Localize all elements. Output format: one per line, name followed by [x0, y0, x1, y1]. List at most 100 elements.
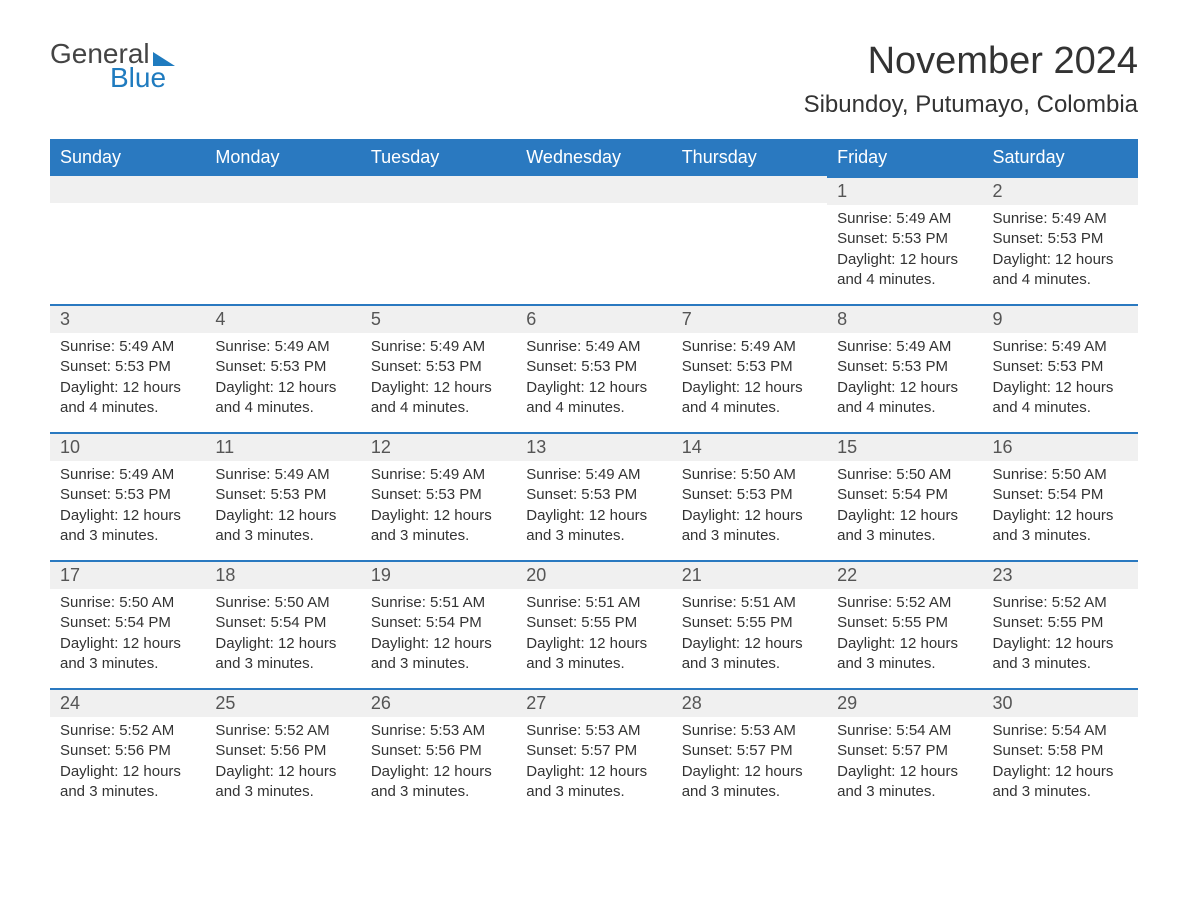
sunset-text: Sunset: 5:54 PM: [993, 485, 1128, 505]
title-block: November 2024 Sibundoy, Putumayo, Colomb…: [804, 40, 1138, 119]
day-number-empty: [205, 176, 360, 203]
daylight-text: Daylight: 12 hours and 4 minutes.: [837, 378, 972, 419]
day-number: 16: [983, 432, 1138, 461]
daylight-text: Daylight: 12 hours and 3 minutes.: [682, 634, 817, 675]
calendar-cell: 3Sunrise: 5:49 AMSunset: 5:53 PMDaylight…: [50, 304, 205, 432]
day-number: 6: [516, 304, 671, 333]
col-tuesday: Tuesday: [361, 139, 516, 176]
col-thursday: Thursday: [672, 139, 827, 176]
sunset-text: Sunset: 5:53 PM: [215, 357, 350, 377]
sunset-text: Sunset: 5:53 PM: [837, 357, 972, 377]
daylight-text: Daylight: 12 hours and 3 minutes.: [215, 634, 350, 675]
sunrise-text: Sunrise: 5:49 AM: [993, 337, 1128, 357]
daylight-text: Daylight: 12 hours and 3 minutes.: [215, 762, 350, 803]
daylight-text: Daylight: 12 hours and 3 minutes.: [682, 506, 817, 547]
location: Sibundoy, Putumayo, Colombia: [804, 91, 1138, 119]
calendar-cell: 5Sunrise: 5:49 AMSunset: 5:53 PMDaylight…: [361, 304, 516, 432]
day-details: Sunrise: 5:49 AMSunset: 5:53 PMDaylight:…: [827, 333, 982, 426]
day-details: Sunrise: 5:53 AMSunset: 5:57 PMDaylight:…: [672, 717, 827, 810]
calendar-week: 17Sunrise: 5:50 AMSunset: 5:54 PMDayligh…: [50, 560, 1138, 688]
sunset-text: Sunset: 5:53 PM: [215, 485, 350, 505]
sunrise-text: Sunrise: 5:52 AM: [837, 593, 972, 613]
calendar-cell: 29Sunrise: 5:54 AMSunset: 5:57 PMDayligh…: [827, 688, 982, 816]
calendar-cell: 12Sunrise: 5:49 AMSunset: 5:53 PMDayligh…: [361, 432, 516, 560]
day-number: 9: [983, 304, 1138, 333]
day-details: Sunrise: 5:53 AMSunset: 5:56 PMDaylight:…: [361, 717, 516, 810]
day-number: 18: [205, 560, 360, 589]
day-number: 28: [672, 688, 827, 717]
sunset-text: Sunset: 5:53 PM: [682, 357, 817, 377]
calendar-cell: 17Sunrise: 5:50 AMSunset: 5:54 PMDayligh…: [50, 560, 205, 688]
calendar-week: 1Sunrise: 5:49 AMSunset: 5:53 PMDaylight…: [50, 176, 1138, 304]
day-details: Sunrise: 5:49 AMSunset: 5:53 PMDaylight:…: [672, 333, 827, 426]
sunrise-text: Sunrise: 5:50 AM: [682, 465, 817, 485]
calendar-cell: 14Sunrise: 5:50 AMSunset: 5:53 PMDayligh…: [672, 432, 827, 560]
calendar-cell: [50, 176, 205, 304]
col-saturday: Saturday: [983, 139, 1138, 176]
calendar-cell: 15Sunrise: 5:50 AMSunset: 5:54 PMDayligh…: [827, 432, 982, 560]
day-number: 5: [361, 304, 516, 333]
sunrise-text: Sunrise: 5:49 AM: [837, 337, 972, 357]
calendar-cell: 23Sunrise: 5:52 AMSunset: 5:55 PMDayligh…: [983, 560, 1138, 688]
calendar-cell: 20Sunrise: 5:51 AMSunset: 5:55 PMDayligh…: [516, 560, 671, 688]
day-number-empty: [516, 176, 671, 203]
day-number-empty: [50, 176, 205, 203]
calendar-cell: 4Sunrise: 5:49 AMSunset: 5:53 PMDaylight…: [205, 304, 360, 432]
day-number: 13: [516, 432, 671, 461]
day-number: 27: [516, 688, 671, 717]
sunrise-text: Sunrise: 5:50 AM: [60, 593, 195, 613]
col-wednesday: Wednesday: [516, 139, 671, 176]
daylight-text: Daylight: 12 hours and 4 minutes.: [371, 378, 506, 419]
day-details: Sunrise: 5:50 AMSunset: 5:53 PMDaylight:…: [672, 461, 827, 554]
header: General Blue November 2024 Sibundoy, Put…: [50, 40, 1138, 119]
day-details: Sunrise: 5:49 AMSunset: 5:53 PMDaylight:…: [983, 333, 1138, 426]
sunrise-text: Sunrise: 5:50 AM: [215, 593, 350, 613]
day-number: 8: [827, 304, 982, 333]
day-number: 1: [827, 176, 982, 205]
daylight-text: Daylight: 12 hours and 3 minutes.: [993, 634, 1128, 675]
sunrise-text: Sunrise: 5:54 AM: [993, 721, 1128, 741]
daylight-text: Daylight: 12 hours and 3 minutes.: [60, 506, 195, 547]
day-details: Sunrise: 5:51 AMSunset: 5:54 PMDaylight:…: [361, 589, 516, 682]
daylight-text: Daylight: 12 hours and 4 minutes.: [993, 378, 1128, 419]
calendar-cell: 16Sunrise: 5:50 AMSunset: 5:54 PMDayligh…: [983, 432, 1138, 560]
day-number: 7: [672, 304, 827, 333]
sunset-text: Sunset: 5:57 PM: [682, 741, 817, 761]
day-details: Sunrise: 5:53 AMSunset: 5:57 PMDaylight:…: [516, 717, 671, 810]
day-details: Sunrise: 5:51 AMSunset: 5:55 PMDaylight:…: [516, 589, 671, 682]
calendar-cell: 30Sunrise: 5:54 AMSunset: 5:58 PMDayligh…: [983, 688, 1138, 816]
day-details: Sunrise: 5:52 AMSunset: 5:56 PMDaylight:…: [205, 717, 360, 810]
sunrise-text: Sunrise: 5:49 AM: [993, 209, 1128, 229]
sunset-text: Sunset: 5:55 PM: [526, 613, 661, 633]
calendar-cell: 22Sunrise: 5:52 AMSunset: 5:55 PMDayligh…: [827, 560, 982, 688]
sunrise-text: Sunrise: 5:49 AM: [215, 465, 350, 485]
sunrise-text: Sunrise: 5:51 AM: [526, 593, 661, 613]
daylight-text: Daylight: 12 hours and 3 minutes.: [60, 634, 195, 675]
day-number: 3: [50, 304, 205, 333]
day-number: 26: [361, 688, 516, 717]
day-details: Sunrise: 5:50 AMSunset: 5:54 PMDaylight:…: [827, 461, 982, 554]
sunrise-text: Sunrise: 5:49 AM: [837, 209, 972, 229]
calendar-cell: [361, 176, 516, 304]
calendar-cell: 11Sunrise: 5:49 AMSunset: 5:53 PMDayligh…: [205, 432, 360, 560]
calendar-cell: 18Sunrise: 5:50 AMSunset: 5:54 PMDayligh…: [205, 560, 360, 688]
day-number: 15: [827, 432, 982, 461]
calendar-cell: 25Sunrise: 5:52 AMSunset: 5:56 PMDayligh…: [205, 688, 360, 816]
sunset-text: Sunset: 5:57 PM: [837, 741, 972, 761]
day-details: Sunrise: 5:52 AMSunset: 5:55 PMDaylight:…: [827, 589, 982, 682]
sunset-text: Sunset: 5:53 PM: [682, 485, 817, 505]
sunset-text: Sunset: 5:53 PM: [60, 357, 195, 377]
day-details: Sunrise: 5:49 AMSunset: 5:53 PMDaylight:…: [50, 333, 205, 426]
daylight-text: Daylight: 12 hours and 3 minutes.: [371, 634, 506, 675]
sunset-text: Sunset: 5:54 PM: [60, 613, 195, 633]
calendar-cell: 7Sunrise: 5:49 AMSunset: 5:53 PMDaylight…: [672, 304, 827, 432]
calendar-week: 10Sunrise: 5:49 AMSunset: 5:53 PMDayligh…: [50, 432, 1138, 560]
sunset-text: Sunset: 5:53 PM: [371, 357, 506, 377]
day-number: 30: [983, 688, 1138, 717]
day-details: Sunrise: 5:50 AMSunset: 5:54 PMDaylight:…: [205, 589, 360, 682]
day-number: 12: [361, 432, 516, 461]
day-number: 23: [983, 560, 1138, 589]
calendar-cell: [672, 176, 827, 304]
day-details: Sunrise: 5:49 AMSunset: 5:53 PMDaylight:…: [361, 461, 516, 554]
col-sunday: Sunday: [50, 139, 205, 176]
